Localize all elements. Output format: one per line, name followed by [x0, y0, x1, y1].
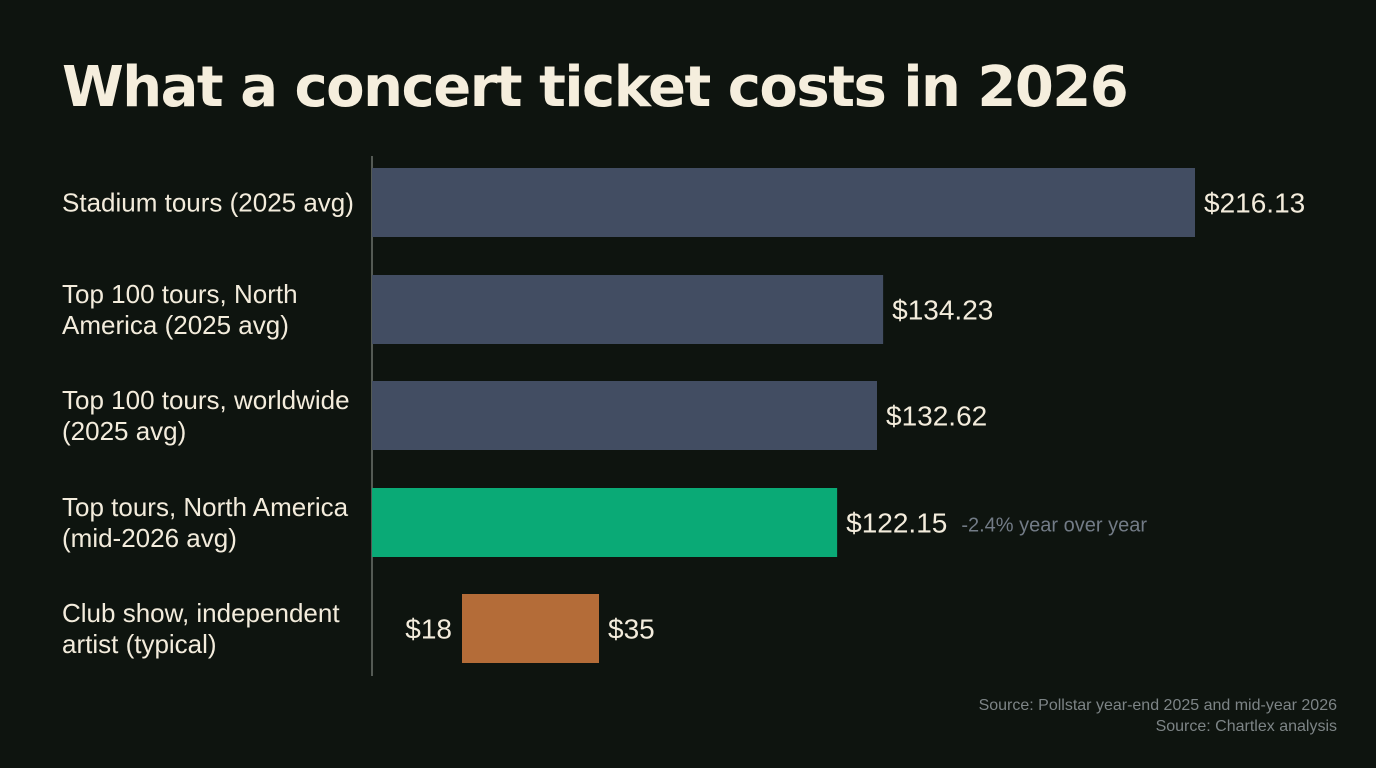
- category-label: Club show, independent: [62, 598, 340, 628]
- bar-annotation: -2.4% year over year: [961, 515, 1147, 537]
- category-label: Top tours, North America: [62, 492, 349, 522]
- bar: [372, 488, 838, 557]
- bar-min-label: $18: [405, 614, 452, 645]
- category-label: (mid-2026 avg): [62, 523, 237, 553]
- bar: [372, 168, 1195, 237]
- bar-value-label: $122.15: [846, 508, 947, 539]
- category-label: Stadium tours (2025 avg): [62, 188, 354, 218]
- bar-max-label: $35: [608, 614, 655, 645]
- bar-value-label: $132.62: [886, 401, 987, 432]
- bar: [372, 381, 878, 450]
- bar-value-label: $134.23: [892, 295, 993, 326]
- category-label: Top 100 tours, worldwide: [62, 385, 350, 415]
- source-line-1: Source: Pollstar year-end 2025 and mid-y…: [978, 697, 1337, 714]
- bar-range: [462, 594, 599, 663]
- category-label: (2025 avg): [62, 416, 186, 446]
- category-label: artist (typical): [62, 629, 217, 659]
- chart-title: What a concert ticket costs in 2026: [62, 55, 1129, 120]
- bar: [372, 275, 884, 344]
- source-note: Source: Pollstar year-end 2025 and mid-y…: [979, 695, 1337, 737]
- category-label: America (2025 avg): [62, 310, 289, 340]
- category-label: Top 100 tours, North: [62, 279, 298, 309]
- bar-value-label: $216.13: [1204, 188, 1305, 219]
- source-line-2: Source: Chartlex analysis: [1155, 718, 1337, 735]
